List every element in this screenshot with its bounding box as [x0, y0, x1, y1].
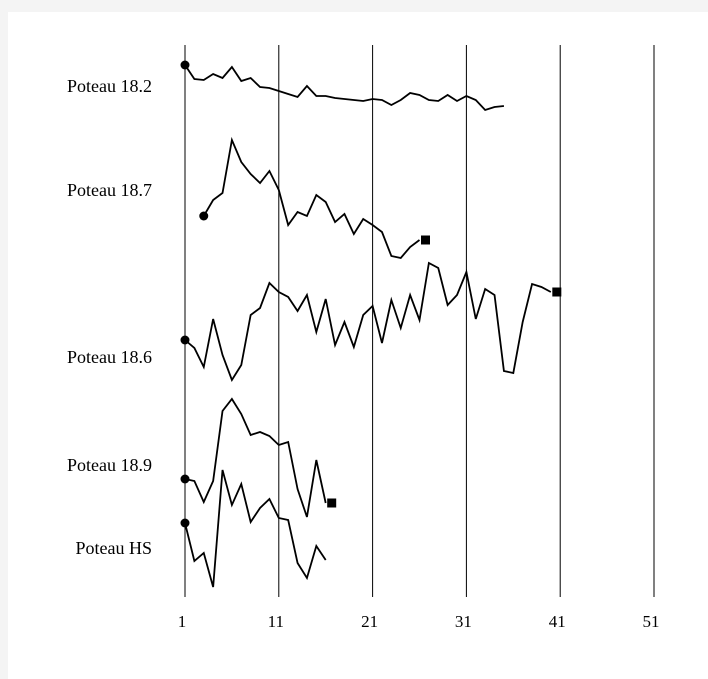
series-label-1: Poteau 18.7 — [67, 180, 152, 200]
series-label-4: Poteau HS — [76, 538, 153, 558]
series-label-0: Poteau 18.2 — [67, 76, 152, 96]
series-line-2 — [184, 261, 552, 383]
series-start-marker-0 — [180, 60, 190, 70]
series-line-3 — [184, 397, 327, 518]
chart-card — [8, 12, 708, 679]
series-start-marker-3 — [180, 474, 190, 484]
series-line-0 — [184, 64, 505, 112]
series-label-2: Poteau 18.6 — [67, 347, 152, 367]
series-start-marker-4 — [180, 518, 190, 528]
x-tick-label-41: 41 — [549, 612, 566, 631]
x-tick-label-31: 31 — [455, 612, 472, 631]
series-end-marker-2 — [552, 287, 562, 297]
series-label-3: Poteau 18.9 — [67, 455, 152, 475]
x-tick-label-51: 51 — [643, 612, 660, 631]
series-end-marker-1 — [421, 235, 430, 245]
series-start-marker-1 — [199, 211, 209, 221]
series-end-marker-3 — [327, 498, 337, 508]
series-start-marker-2 — [180, 335, 190, 345]
x-tick-label-21: 21 — [361, 612, 378, 631]
x-tick-label-1: 1 — [178, 612, 187, 631]
x-tick-label-11: 11 — [268, 612, 284, 631]
series-line-1 — [202, 136, 421, 259]
series-line-4 — [184, 469, 327, 588]
